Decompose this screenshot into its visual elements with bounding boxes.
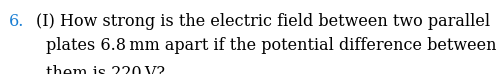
Text: 6.: 6. (9, 13, 24, 30)
Text: (I) How strong is the electric field between two parallel: (I) How strong is the electric field bet… (36, 13, 490, 30)
Text: them is 220 V?: them is 220 V? (46, 65, 165, 74)
Text: plates 6.8 mm apart if the potential difference between: plates 6.8 mm apart if the potential dif… (46, 37, 496, 54)
